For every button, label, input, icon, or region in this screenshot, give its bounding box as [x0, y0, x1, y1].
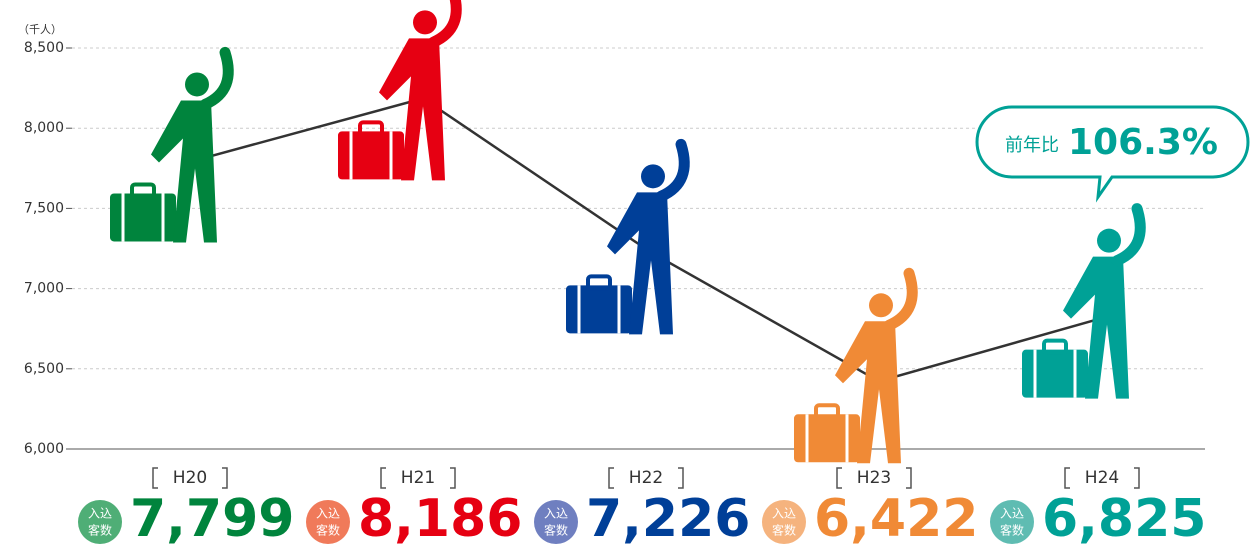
value-label: 8,186: [358, 489, 522, 549]
badge-label: 入込: [544, 507, 568, 521]
badge: [762, 500, 806, 544]
suitcase: [566, 285, 632, 334]
unit-label: （千人）: [18, 23, 62, 36]
pictogram: [110, 46, 234, 243]
bracket: [836, 467, 912, 489]
y-tick-label: 8,000: [24, 120, 64, 136]
y-tick-label: 7,500: [24, 200, 64, 216]
value-label: 6,422: [814, 489, 978, 549]
suitcase: [110, 193, 176, 242]
suitcase-handle: [586, 274, 612, 291]
raised-arm: [655, 138, 690, 202]
body: [835, 321, 901, 464]
badge-label: 入込: [1000, 507, 1024, 521]
value-label: 6,825: [1042, 489, 1206, 549]
value-label: 7,226: [586, 489, 750, 549]
body: [379, 38, 445, 181]
y-tick-label: 6,500: [24, 361, 64, 377]
y-tick-label: 6,000: [24, 441, 64, 457]
head: [641, 164, 665, 189]
badge-label: 客数: [1000, 523, 1024, 538]
bracket: [152, 467, 228, 489]
callout-prefix: 前年比: [1005, 135, 1059, 156]
y-tick-label: 8,500: [24, 40, 64, 56]
badge: [306, 500, 350, 544]
suitcase-handle: [1042, 338, 1068, 355]
raised-arm: [427, 0, 462, 48]
pictogram: [338, 0, 462, 181]
head: [1097, 228, 1121, 253]
callout-text: 106.3%: [1068, 122, 1218, 163]
bracket: [608, 467, 684, 489]
raised-arm: [1111, 203, 1146, 267]
bracket: [380, 467, 456, 489]
body: [1063, 256, 1129, 399]
bracket: [1064, 467, 1140, 489]
head: [869, 293, 893, 318]
suitcase: [1022, 349, 1088, 398]
badge-label: 客数: [544, 523, 568, 538]
suitcase: [338, 131, 404, 180]
suitcase-handle: [814, 403, 840, 420]
badge-label: 入込: [316, 507, 340, 521]
badge: [534, 500, 578, 544]
suitcase-handle: [130, 182, 156, 199]
x-tick-label: H23: [857, 468, 891, 488]
badge: [990, 500, 1034, 544]
badge: [78, 500, 122, 544]
head: [185, 72, 209, 97]
suitcase-handle: [358, 120, 384, 137]
suitcase: [794, 414, 860, 463]
badge-label: 入込: [772, 507, 796, 521]
pictogram: [794, 267, 918, 464]
body: [607, 192, 673, 335]
raised-arm: [199, 46, 234, 110]
x-tick-label: H22: [629, 468, 663, 488]
badge-label: 客数: [88, 523, 112, 538]
value-label: 7,799: [130, 489, 294, 549]
badge-label: 客数: [316, 523, 340, 538]
badge-label: 客数: [772, 523, 796, 538]
badge-label: 入込: [88, 507, 112, 521]
x-tick-label: H21: [401, 468, 435, 488]
x-tick-label: H24: [1085, 468, 1119, 488]
callout: [975, 105, 1250, 203]
pictogram: [566, 138, 690, 335]
pictogram: [1022, 203, 1146, 399]
head: [413, 10, 437, 35]
y-tick-label: 7,000: [24, 281, 64, 297]
x-tick-label: H20: [173, 468, 207, 488]
body: [151, 100, 217, 243]
raised-arm: [883, 267, 918, 331]
